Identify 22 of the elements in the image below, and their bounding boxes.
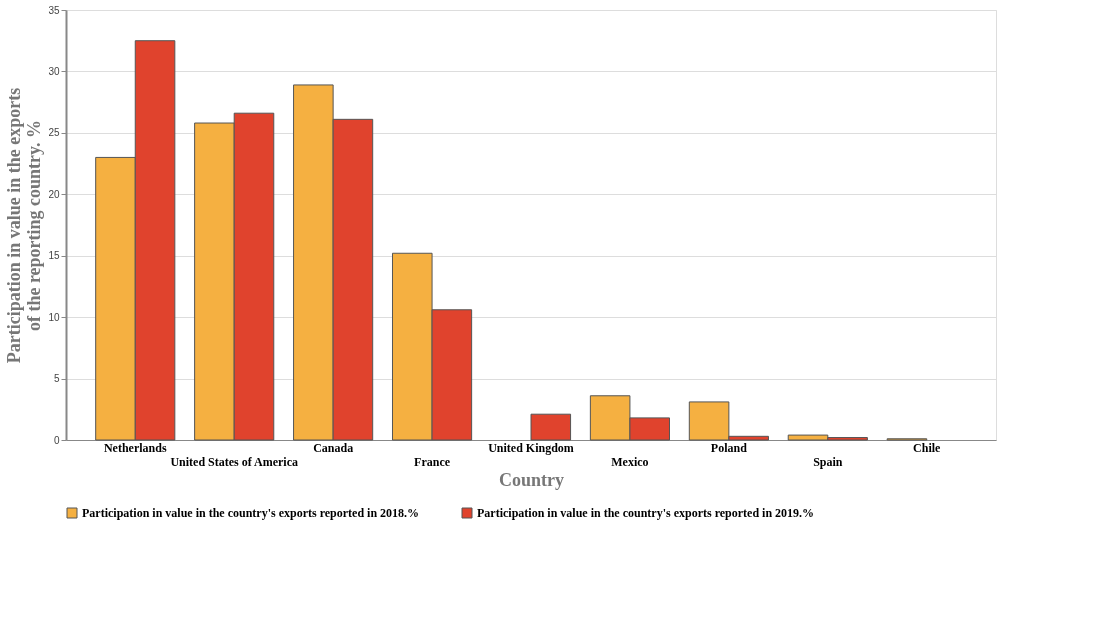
- x-tick-label: France: [414, 454, 451, 469]
- legend-label: Participation in value in the country's exports reported in 2018.%: [82, 506, 420, 520]
- bar: [530, 413, 572, 441]
- x-tick-label: Netherlands: [103, 440, 167, 455]
- y-tick-label: 5: [53, 373, 60, 385]
- y-tick-label: 0: [53, 434, 60, 446]
- y-tick-label: 25: [48, 127, 60, 139]
- x-tick-label: Chile: [913, 440, 942, 455]
- x-tick-label: Canada: [313, 440, 354, 455]
- y-tick-label: 20: [48, 188, 60, 200]
- x-tick-label: Poland: [710, 440, 748, 455]
- legend-label: Participation in value in the country's exports reported in 2019.%: [477, 506, 815, 520]
- x-tick-label: United States of America: [170, 454, 299, 469]
- y-tick-label: 35: [48, 4, 60, 16]
- x-tick-label: Spain: [813, 454, 843, 469]
- x-tick-label: Mexico: [611, 454, 649, 469]
- y-tick-label: 10: [48, 311, 60, 323]
- y-axis-title: Participation in value in the exports of the reporting country. %: [4, 87, 45, 364]
- y-tick-label: 15: [48, 250, 60, 262]
- y-tick-label: 30: [48, 65, 60, 77]
- x-axis-title: Country: [498, 469, 565, 490]
- x-tick-label: United Kingdom: [488, 440, 574, 455]
